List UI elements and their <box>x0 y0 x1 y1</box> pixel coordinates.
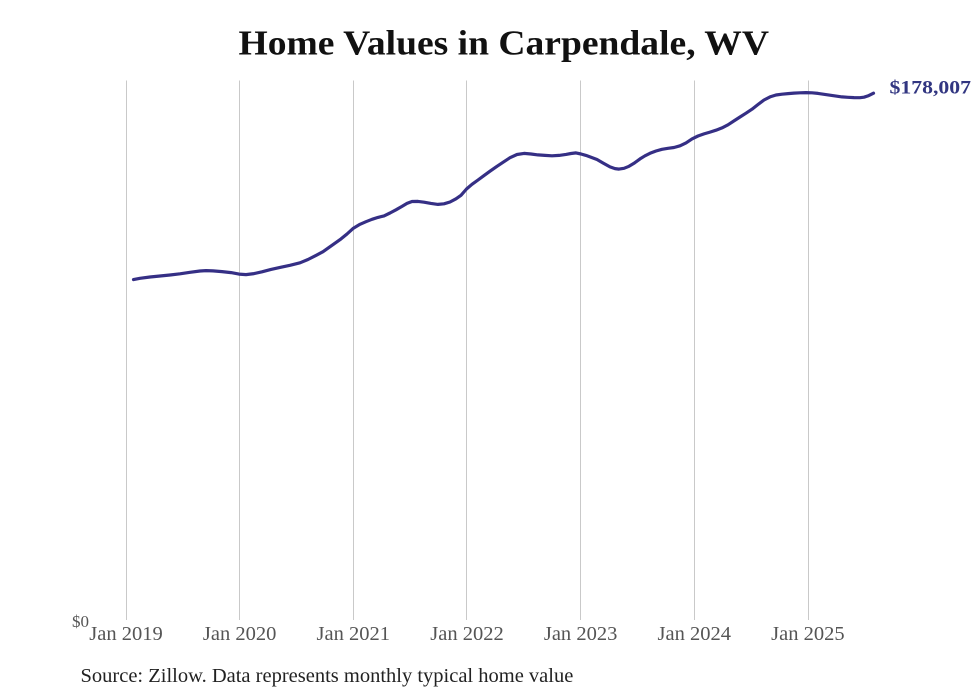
svg-text:Jan 2021: Jan 2021 <box>317 624 391 645</box>
svg-text:Jan 2023: Jan 2023 <box>544 624 618 645</box>
svg-text:Jan 2019: Jan 2019 <box>89 624 163 645</box>
svg-text:Source: Zillow. Data represent: Source: Zillow. Data represents monthly … <box>81 665 574 687</box>
svg-text:Home Values in Carpendale, WV: Home Values in Carpendale, WV <box>239 25 770 63</box>
svg-text:Jan 2022: Jan 2022 <box>430 624 504 645</box>
svg-text:Jan 2024: Jan 2024 <box>658 624 732 645</box>
svg-text:Jan 2025: Jan 2025 <box>771 624 845 645</box>
svg-text:$0: $0 <box>72 612 89 631</box>
svg-text:Jan 2020: Jan 2020 <box>203 624 277 645</box>
svg-text:$178,007: $178,007 <box>890 78 972 99</box>
